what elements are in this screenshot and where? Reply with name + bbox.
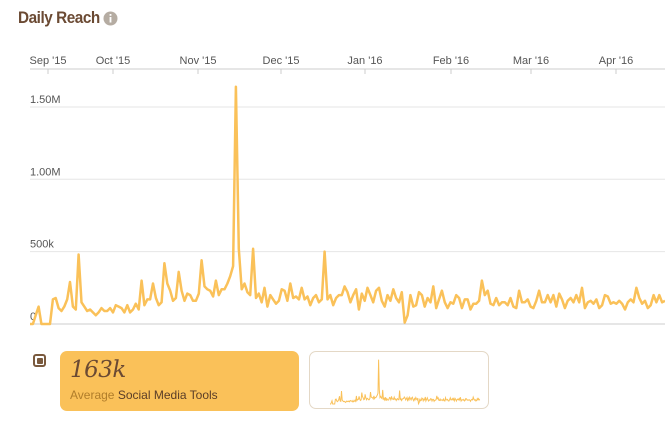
x-tick-label: Nov '15 (180, 55, 217, 67)
y-tick-label: 1.50M (30, 94, 61, 106)
x-axis: Sep '15 Oct '15 Nov '15 Dec '15 Jan '16 Feb '… (30, 55, 634, 74)
y-tick-label: 1.00M (30, 166, 61, 178)
summary-card[interactable]: 163k Average Social Media Tools (60, 351, 299, 411)
grid-layer (30, 68, 665, 325)
x-tick-label: Apr '16 (599, 55, 634, 67)
x-tick-label: Sep '15 (30, 55, 67, 67)
x-tick-label: Feb '16 (433, 55, 469, 67)
summary-label: Average Social Media Tools (70, 388, 218, 402)
mini-chart[interactable] (309, 351, 489, 409)
x-tick-label: Mar '16 (513, 55, 549, 67)
y-tick-label: 500k (30, 239, 54, 251)
average-label: Average (70, 388, 115, 402)
checkbox-icon[interactable] (33, 354, 46, 367)
page-title: Daily Reach (18, 8, 100, 27)
reach-chart: Sep '15 Oct '15 Nov '15 Dec '15 Jan '16 Feb '… (30, 55, 665, 326)
series-line (30, 85, 665, 326)
average-value: 163k (70, 357, 126, 383)
y-tick-label: 0 (30, 311, 36, 323)
mini-series-line (330, 359, 481, 406)
info-icon[interactable] (103, 11, 118, 26)
source-name: Social Media Tools (117, 388, 218, 402)
y-axis: 0 500k 1.00M 1.50M (30, 94, 61, 323)
x-tick-label: Oct '15 (96, 55, 131, 67)
x-tick-label: Dec '15 (263, 55, 300, 67)
x-tick-label: Jan '16 (347, 55, 382, 67)
